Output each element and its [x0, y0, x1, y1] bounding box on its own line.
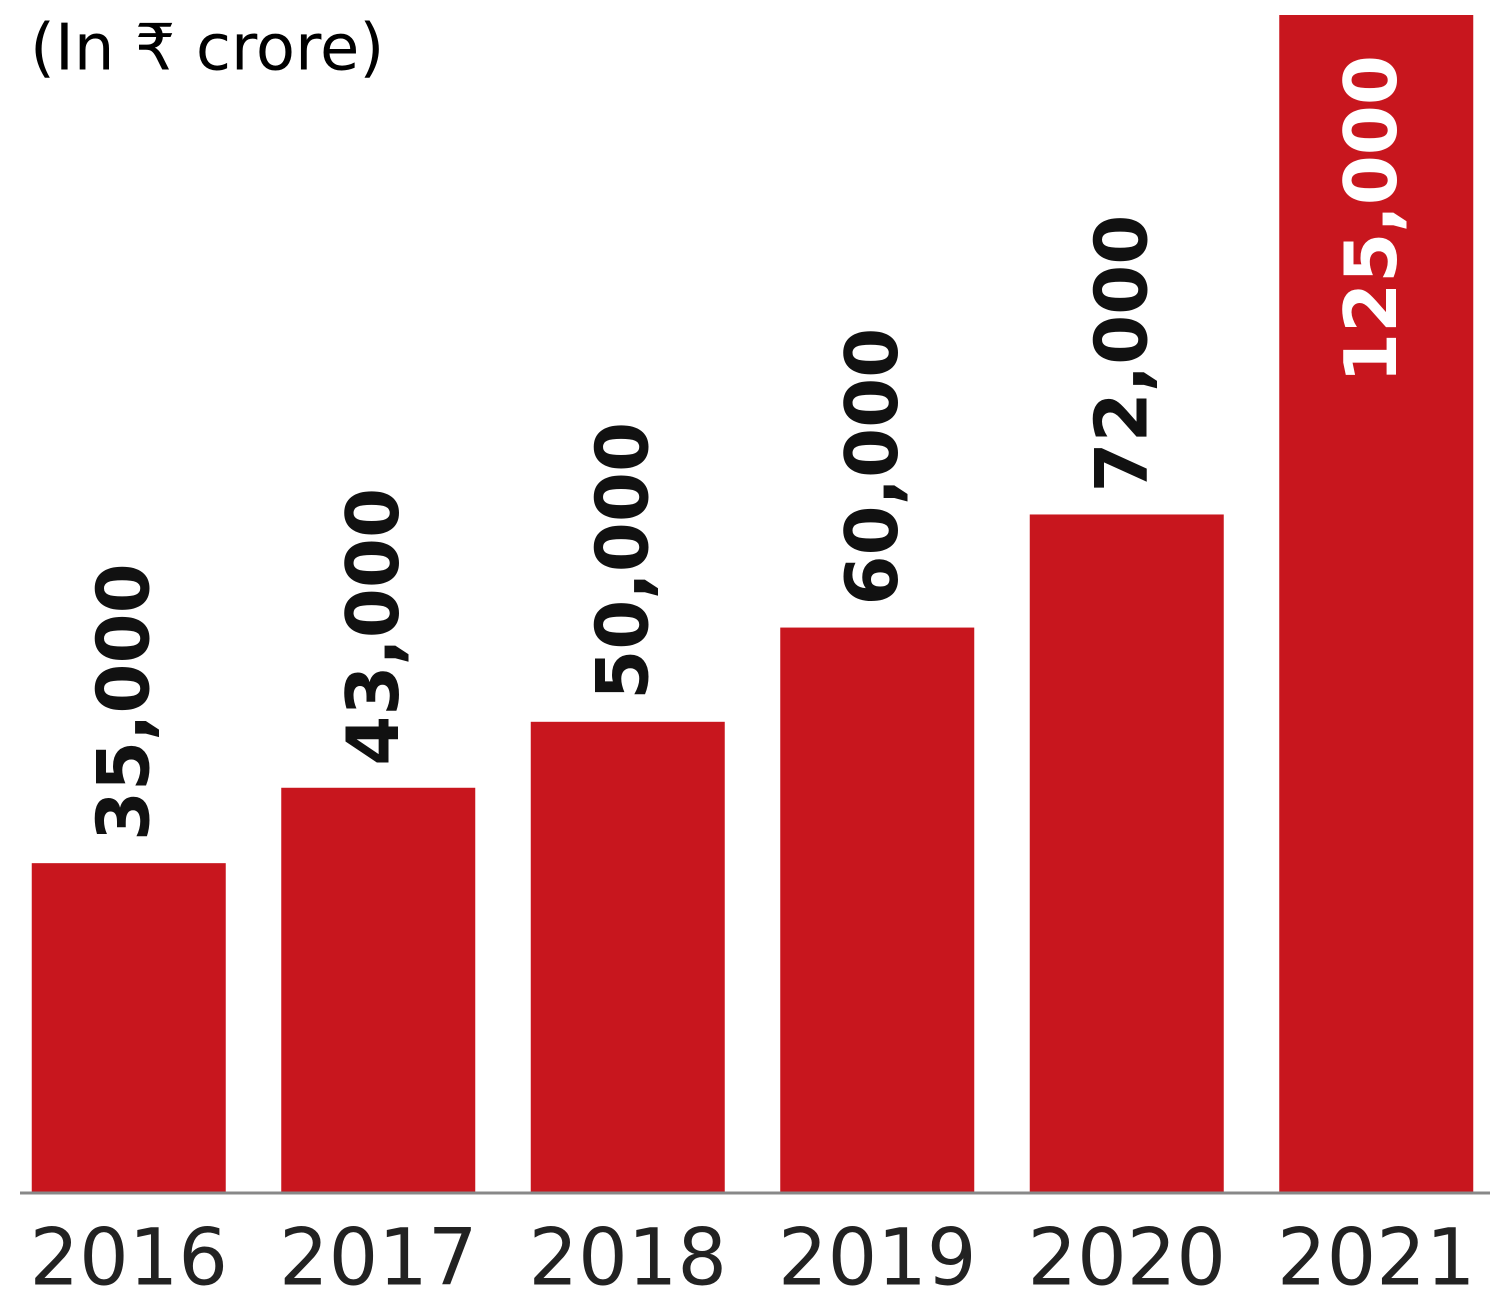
value-label: 60,000 [830, 328, 914, 606]
value-label: 50,000 [580, 422, 664, 700]
value-label: 72,000 [1079, 215, 1163, 493]
value-label: 43,000 [331, 488, 415, 766]
x-tick-label: 2021 [1277, 1213, 1476, 1301]
value-label: 35,000 [81, 563, 165, 841]
x-tick-label: 2020 [1027, 1213, 1226, 1301]
chart-title: (In ₹ crore) [30, 12, 384, 86]
x-tick-label: 2017 [279, 1213, 478, 1301]
x-tick-label: 2018 [528, 1213, 727, 1301]
x-tick-label: 2019 [778, 1213, 977, 1301]
bar [281, 787, 476, 1193]
value-label: 125,000 [1329, 55, 1413, 383]
bar [31, 863, 226, 1193]
bar [1279, 15, 1474, 1193]
bar [780, 627, 975, 1193]
bar [1029, 514, 1224, 1193]
bar [530, 721, 725, 1193]
x-tick-label: 2016 [29, 1213, 228, 1301]
